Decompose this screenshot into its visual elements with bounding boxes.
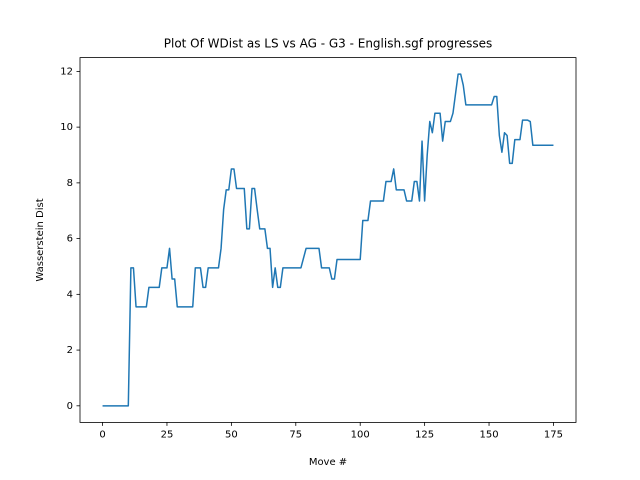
x-axis-label: Move # bbox=[309, 457, 347, 468]
y-tick-label: 4 bbox=[67, 289, 73, 300]
chart-title: Plot Of WDist as LS vs AG - G3 - English… bbox=[164, 37, 492, 51]
y-tick-label: 12 bbox=[60, 66, 73, 77]
x-tick-label: 25 bbox=[161, 429, 174, 440]
x-tick-label: 150 bbox=[479, 429, 498, 440]
y-axis-label: Wasserstein Dist bbox=[35, 198, 46, 281]
y-tick-label: 10 bbox=[60, 122, 73, 133]
y-tick-label: 8 bbox=[67, 178, 73, 189]
x-tick-label: 75 bbox=[289, 429, 302, 440]
axes-frame bbox=[79, 57, 577, 423]
x-tick-label: 0 bbox=[99, 429, 105, 440]
data-line bbox=[102, 73, 554, 407]
y-tick-label: 0 bbox=[67, 401, 73, 412]
y-tick-label: 6 bbox=[67, 234, 73, 245]
x-tick-label: 125 bbox=[415, 429, 434, 440]
x-tick-label: 100 bbox=[351, 429, 370, 440]
x-tick-label: 175 bbox=[544, 429, 563, 440]
y-tick-label: 2 bbox=[67, 345, 73, 356]
x-tick-label: 50 bbox=[225, 429, 238, 440]
